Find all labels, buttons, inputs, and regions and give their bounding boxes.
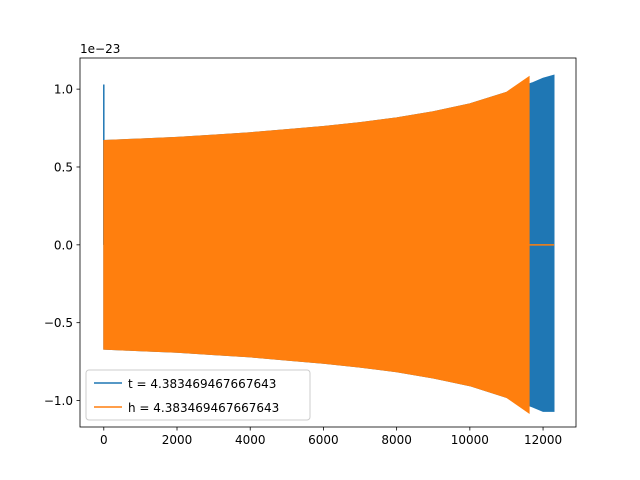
legend-label-t: t = 4.383469467667643 <box>128 377 276 391</box>
y-tick-label: 0.5 <box>54 160 73 174</box>
axes-frame <box>79 57 577 428</box>
x-tick-label: 12000 <box>524 433 562 447</box>
x-tick-label: 4000 <box>235 433 266 447</box>
x-tick-label: 10000 <box>451 433 489 447</box>
legend-box <box>85 369 311 421</box>
x-tick-label: 6000 <box>308 433 339 447</box>
x-tick-label: 0 <box>100 433 108 447</box>
x-tick-label: 8000 <box>381 433 412 447</box>
y-tick-label: 1.0 <box>54 83 73 97</box>
axes: 0 2000 4000 6000 8000 10000 12000 −1.0 −0.5 0.0 0.… <box>44 57 577 447</box>
legend-label-h: h = 4.383469467667643 <box>128 401 279 415</box>
y-offset-label: 1e−23 <box>80 42 120 56</box>
legend: t = 4.383469467667643 h = 4.383469467667… <box>85 369 311 421</box>
plot-area <box>103 74 555 414</box>
y-tick-label: −1.0 <box>44 394 73 408</box>
x-tick-label: 2000 <box>162 433 193 447</box>
y-tick-label: 0.0 <box>54 238 73 252</box>
y-tick-label: −0.5 <box>44 316 73 330</box>
series-h-envelope <box>103 75 530 414</box>
